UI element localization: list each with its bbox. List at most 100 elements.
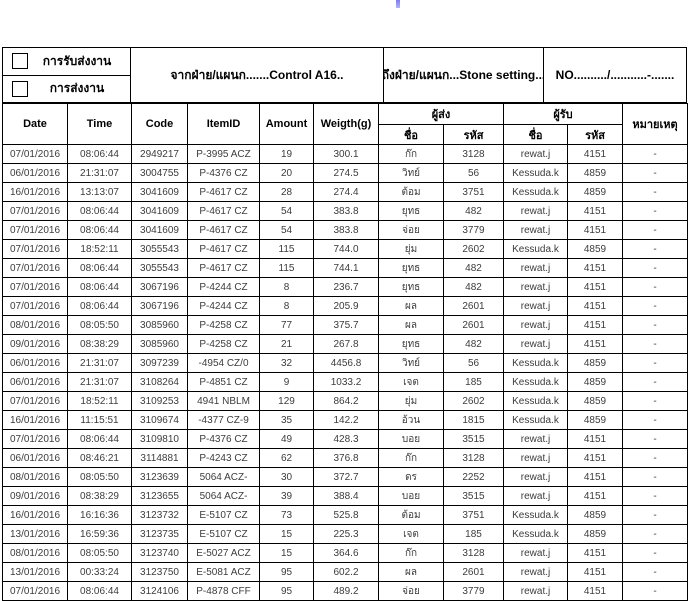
cell-date: 08/01/2016 (2, 543, 68, 563)
cell-sender-code: 56 (443, 163, 504, 183)
cell-code: 3041609 (131, 220, 188, 240)
cell-weight: 364.6 (313, 543, 379, 563)
cell-sender-code: 482 (443, 201, 504, 221)
receive-work-checkbox[interactable] (12, 53, 28, 70)
col-header-remark: หมายเหตุ (622, 103, 688, 145)
table-row: 07/01/2016 08:06:44 2949217 P-3995 ACZ 19 300… (2, 144, 688, 164)
cell-receiver-code: 4151 (567, 448, 623, 468)
cell-remark: - (622, 467, 688, 487)
cell-receiver-name: Kessuda.k (503, 353, 568, 373)
cell-sender-name: ก๊ก (378, 543, 444, 563)
cell-amount: 9 (259, 372, 314, 392)
cell-time: 08:06:44 (67, 220, 132, 240)
cell-code: 3004755 (131, 163, 188, 183)
cell-amount: 8 (259, 296, 314, 316)
cell-code: 3109674 (131, 410, 188, 430)
table-row: 08/01/2016 08:05:50 3085960 P-4258 CZ 77 375.… (2, 315, 688, 335)
cell-item-id: 4941 NBLM (187, 391, 260, 411)
cell-item-id: P-4376 CZ (187, 163, 260, 183)
cell-amount: 73 (259, 505, 314, 525)
cell-remark: - (622, 315, 688, 335)
cell-code: 3041609 (131, 182, 188, 202)
cell-amount: 95 (259, 581, 314, 601)
cell-code: 3108264 (131, 372, 188, 392)
cell-code: 3123750 (131, 562, 188, 582)
table-row: 07/01/2016 08:06:44 3055543 P-4617 CZ 115 744… (2, 258, 688, 278)
table-row: 06/01/2016 21:31:07 3097239 -4954 CZ/0 32 445… (2, 353, 688, 373)
cell-date: 06/01/2016 (2, 448, 68, 468)
cell-remark: - (622, 372, 688, 392)
cell-amount: 54 (259, 220, 314, 240)
cell-receiver-code: 4151 (567, 220, 623, 240)
cell-receiver-name: rewat.j (503, 201, 568, 221)
table-row: 07/01/2016 08:06:44 3067196 P-4244 CZ 8 236.7… (2, 277, 688, 297)
cell-item-id: 5064 ACZ- (187, 486, 260, 506)
cell-time: 13:13:07 (67, 182, 132, 202)
cell-code: 3123740 (131, 543, 188, 563)
cell-sender-code: 2602 (443, 239, 504, 259)
cell-code: 3109253 (131, 391, 188, 411)
col-header-item-id: ItemID (187, 103, 260, 145)
cell-remark: - (622, 296, 688, 316)
table-row: 07/01/2016 08:06:44 3041609 P-4617 CZ 54 383.… (2, 201, 688, 221)
cell-amount: 115 (259, 258, 314, 278)
table-row: 07/01/2016 08:06:44 3124106 P-4878 CFF 95 489… (2, 581, 688, 601)
cell-sender-name: บอย (378, 429, 444, 449)
cell-sender-name: ยุทธ (378, 258, 444, 278)
cell-time: 08:46:21 (67, 448, 132, 468)
cell-sender-name: จ่อย (378, 220, 444, 240)
cell-amount: 95 (259, 562, 314, 582)
cell-date: 07/01/2016 (2, 277, 68, 297)
cell-remark: - (622, 258, 688, 278)
cell-receiver-name: rewat.j (503, 581, 568, 601)
cell-date: 09/01/2016 (2, 486, 68, 506)
cell-sender-code: 3515 (443, 486, 504, 506)
cell-item-id: E-5081 ACZ (187, 562, 260, 582)
work-transfer-table: Date Time Code ItemID Amount Weigth(g) ผ… (2, 103, 688, 601)
cell-date: 09/01/2016 (2, 334, 68, 354)
cell-remark: - (622, 239, 688, 259)
cell-time: 08:06:44 (67, 429, 132, 449)
cell-amount: 129 (259, 391, 314, 411)
cell-weight: 274.5 (313, 163, 379, 183)
cell-receiver-name: Kessuda.k (503, 524, 568, 544)
cell-time: 08:06:44 (67, 144, 132, 164)
cell-remark: - (622, 562, 688, 582)
cell-sender-code: 2601 (443, 562, 504, 582)
cell-receiver-code: 4859 (567, 163, 623, 183)
cell-weight: 489.2 (313, 581, 379, 601)
cell-weight: 267.8 (313, 334, 379, 354)
cell-date: 13/01/2016 (2, 562, 68, 582)
cell-sender-name: ยุทธ (378, 334, 444, 354)
table-row: 06/01/2016 21:31:07 3108264 P-4851 CZ 9 1033.… (2, 372, 688, 392)
cell-sender-name: ดร (378, 467, 444, 487)
cell-time: 18:52:11 (67, 239, 132, 259)
cell-date: 07/01/2016 (2, 239, 68, 259)
cell-time: 08:06:44 (67, 201, 132, 221)
cell-receiver-code: 4151 (567, 334, 623, 354)
send-work-checkbox[interactable] (12, 80, 28, 97)
cell-date: 16/01/2016 (2, 410, 68, 430)
cell-amount: 19 (259, 144, 314, 164)
cell-receiver-code: 4151 (567, 562, 623, 582)
cell-sender-code: 3779 (443, 581, 504, 601)
cell-sender-code: 2601 (443, 315, 504, 335)
cell-item-id: -4954 CZ/0 (187, 353, 260, 373)
work-type-selector: การรับส่งงาน การส่งงาน (3, 48, 131, 102)
cell-sender-name: เจต (378, 372, 444, 392)
cell-sender-name: ยุ่ม (378, 391, 444, 411)
cell-amount: 54 (259, 201, 314, 221)
cell-receiver-code: 4151 (567, 486, 623, 506)
cell-receiver-code: 4151 (567, 258, 623, 278)
cell-code: 3123735 (131, 524, 188, 544)
table-row: 09/01/2016 08:38:29 3123655 5064 ACZ- 39 388.… (2, 486, 688, 506)
cell-code: 3123732 (131, 505, 188, 525)
cell-weight: 300.1 (313, 144, 379, 164)
table-row: 07/01/2016 18:52:11 3055543 P-4617 CZ 115 744… (2, 239, 688, 259)
cell-date: 08/01/2016 (2, 467, 68, 487)
col-header-sender-group: ผู้ส่ง (378, 103, 504, 125)
table-row: 06/01/2016 08:46:21 3114881 P-4243 CZ 62 376.… (2, 448, 688, 468)
col-header-receiver-group: ผู้รับ (503, 103, 623, 125)
cell-time: 08:06:44 (67, 277, 132, 297)
cell-amount: 39 (259, 486, 314, 506)
